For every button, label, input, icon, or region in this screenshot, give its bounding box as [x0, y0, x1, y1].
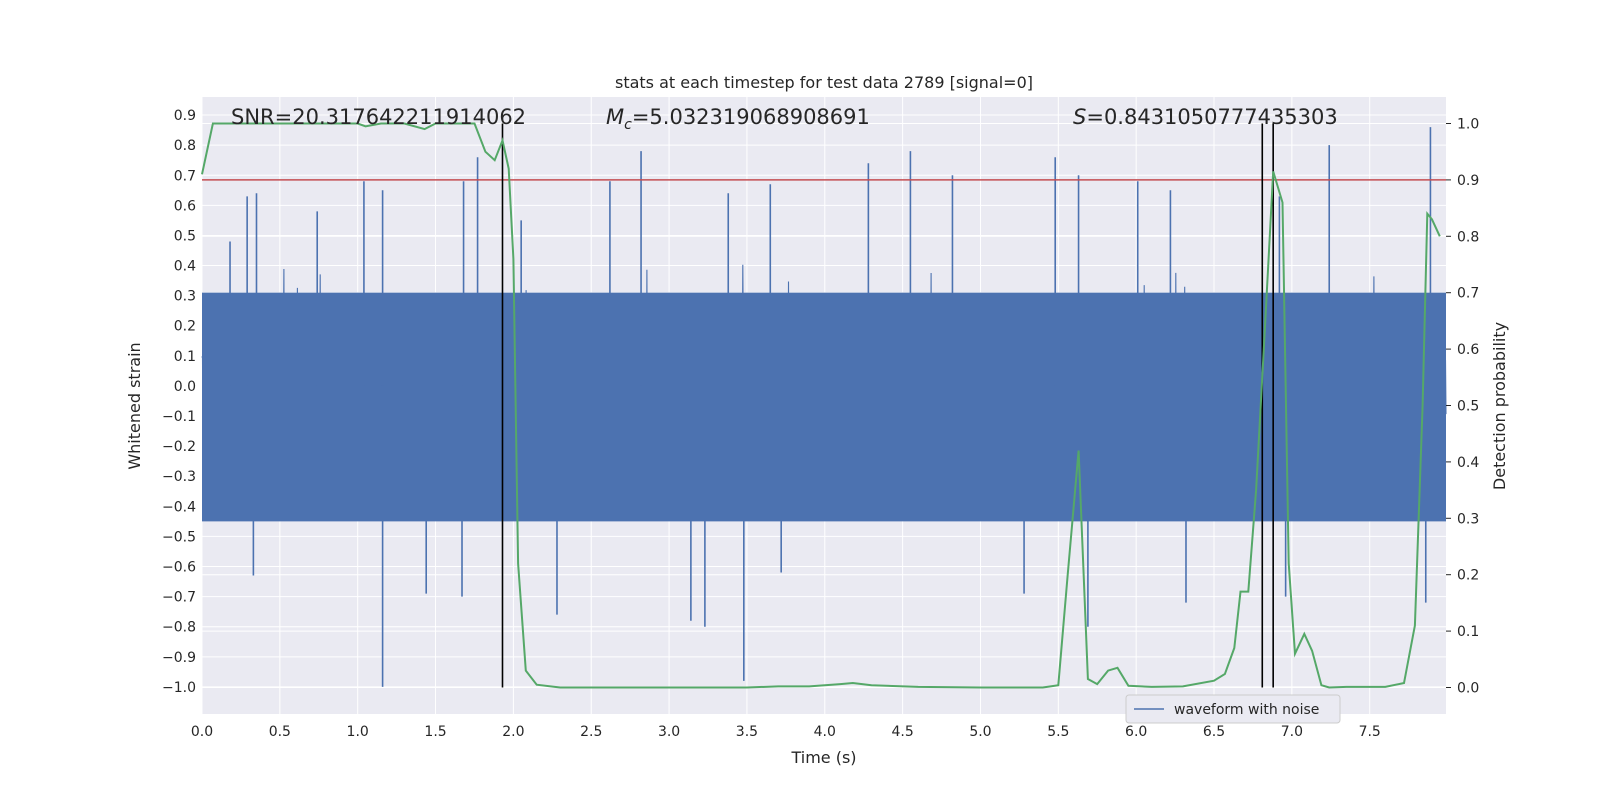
vertical-markers [501, 123, 1274, 688]
y-tick-label: 0.6 [174, 198, 196, 214]
score-value: =0.8431050777435303 [1086, 105, 1337, 129]
x-tick-label: 6.0 [1125, 724, 1147, 740]
y2-tick-label: 0.8 [1457, 229, 1479, 245]
score-annotation: S=0.8431050777435303 [1073, 105, 1338, 129]
x-tick-label: 3.5 [736, 724, 758, 740]
y-tick-label: −0.3 [162, 469, 196, 485]
y-axis-label: Whitened strain [125, 342, 144, 469]
y-tick-label: −0.4 [162, 499, 196, 515]
y2-tick-label: 1.0 [1457, 117, 1479, 133]
x-tick-label: 6.5 [1203, 724, 1225, 740]
snr-annotation: SNR=20.317642211914062 [231, 105, 526, 129]
y2-axis-label: Detection probability [1490, 322, 1509, 490]
score-symbol: S [1073, 105, 1086, 129]
x-tick-label: 1.5 [424, 724, 446, 740]
y-tick-label: −0.6 [162, 560, 196, 576]
chart-title: stats at each timestep for test data 278… [615, 73, 1033, 92]
x-tick-label: 2.5 [580, 724, 602, 740]
chirp-mass-subscript: c [624, 117, 632, 133]
x-tick-label: 5.0 [969, 724, 991, 740]
y-tick-label: 0.4 [174, 259, 196, 275]
y-tick-label: 0.2 [174, 319, 196, 335]
x-axis-ticks: 0.0 0.5 1.0 1.5 2.0 2.5 3.0 3.5 4.0 4.5 5.0 5.5 6.0 6… [191, 724, 1381, 740]
y-tick-label: 0.9 [174, 108, 196, 124]
legend-box [1125, 694, 1341, 724]
x-tick-label: 0.0 [191, 724, 213, 740]
y2-tick-label: 0.4 [1457, 455, 1479, 471]
chirp-mass-value: =5.032319068908691 [632, 105, 870, 129]
y-tick-label: −0.9 [162, 650, 196, 666]
y2-tick-label: 0.5 [1457, 399, 1479, 415]
y-tick-label: −0.1 [162, 409, 196, 425]
x-tick-label: 3.0 [658, 724, 680, 740]
y-tick-label: 0.7 [174, 168, 196, 184]
legend-label-waveform: waveform with noise [1174, 702, 1319, 718]
y2-tick-label: 0.9 [1457, 173, 1479, 189]
y-tick-label: −0.2 [162, 439, 196, 455]
x-tick-label: 1.0 [347, 724, 369, 740]
plot-area [201, 122, 1447, 689]
chirp-mass-symbol: M [606, 105, 624, 129]
probability-series [201, 122, 1441, 689]
y-tick-label: 0.8 [174, 138, 196, 154]
x-tick-label: 7.0 [1281, 724, 1303, 740]
y-axis-ticks: 0.9 0.8 0.7 0.6 0.5 0.4 0.3 0.2 0.1 0.0 −0.1 −0.2 −0… [162, 108, 196, 696]
y-tick-label: 0.0 [174, 379, 196, 395]
y2-tick-label: 0.0 [1457, 680, 1479, 696]
chirp-mass-annotation: Mc=5.032319068908691 [606, 105, 870, 133]
x-tick-label: 2.0 [502, 724, 524, 740]
y-tick-label: 0.3 [174, 289, 196, 305]
y-tick-label: −1.0 [162, 680, 196, 696]
y-tick-label: −0.7 [162, 590, 196, 606]
y-tick-label: 0.1 [174, 349, 196, 365]
x-tick-label: 4.5 [891, 724, 913, 740]
x-tick-label: 4.0 [814, 724, 836, 740]
x-axis-label: Time (s) [790, 748, 856, 767]
y2-tick-label: 0.3 [1457, 511, 1479, 527]
y-tick-label: −0.8 [162, 620, 196, 636]
y2-tick-label: 0.7 [1457, 286, 1479, 302]
waveform-core-band [202, 292, 1446, 522]
y2-tick-label: 0.6 [1457, 342, 1479, 358]
waveform-series [201, 127, 1447, 687]
y-tick-label: −0.5 [162, 529, 196, 545]
x-tick-label: 0.5 [269, 724, 291, 740]
x-tick-label: 7.5 [1359, 724, 1381, 740]
y2-axis-ticks: 1.0 0.9 0.8 0.7 0.6 0.5 0.4 0.3 0.2 0.1 0.0 [1446, 117, 1479, 696]
y-tick-label: 0.5 [174, 228, 196, 244]
y2-tick-label: 0.2 [1457, 568, 1479, 584]
y2-tick-label: 0.1 [1457, 624, 1479, 640]
probability-line [201, 122, 1441, 689]
x-tick-label: 5.5 [1047, 724, 1069, 740]
legend: waveform with noise [1125, 694, 1341, 724]
